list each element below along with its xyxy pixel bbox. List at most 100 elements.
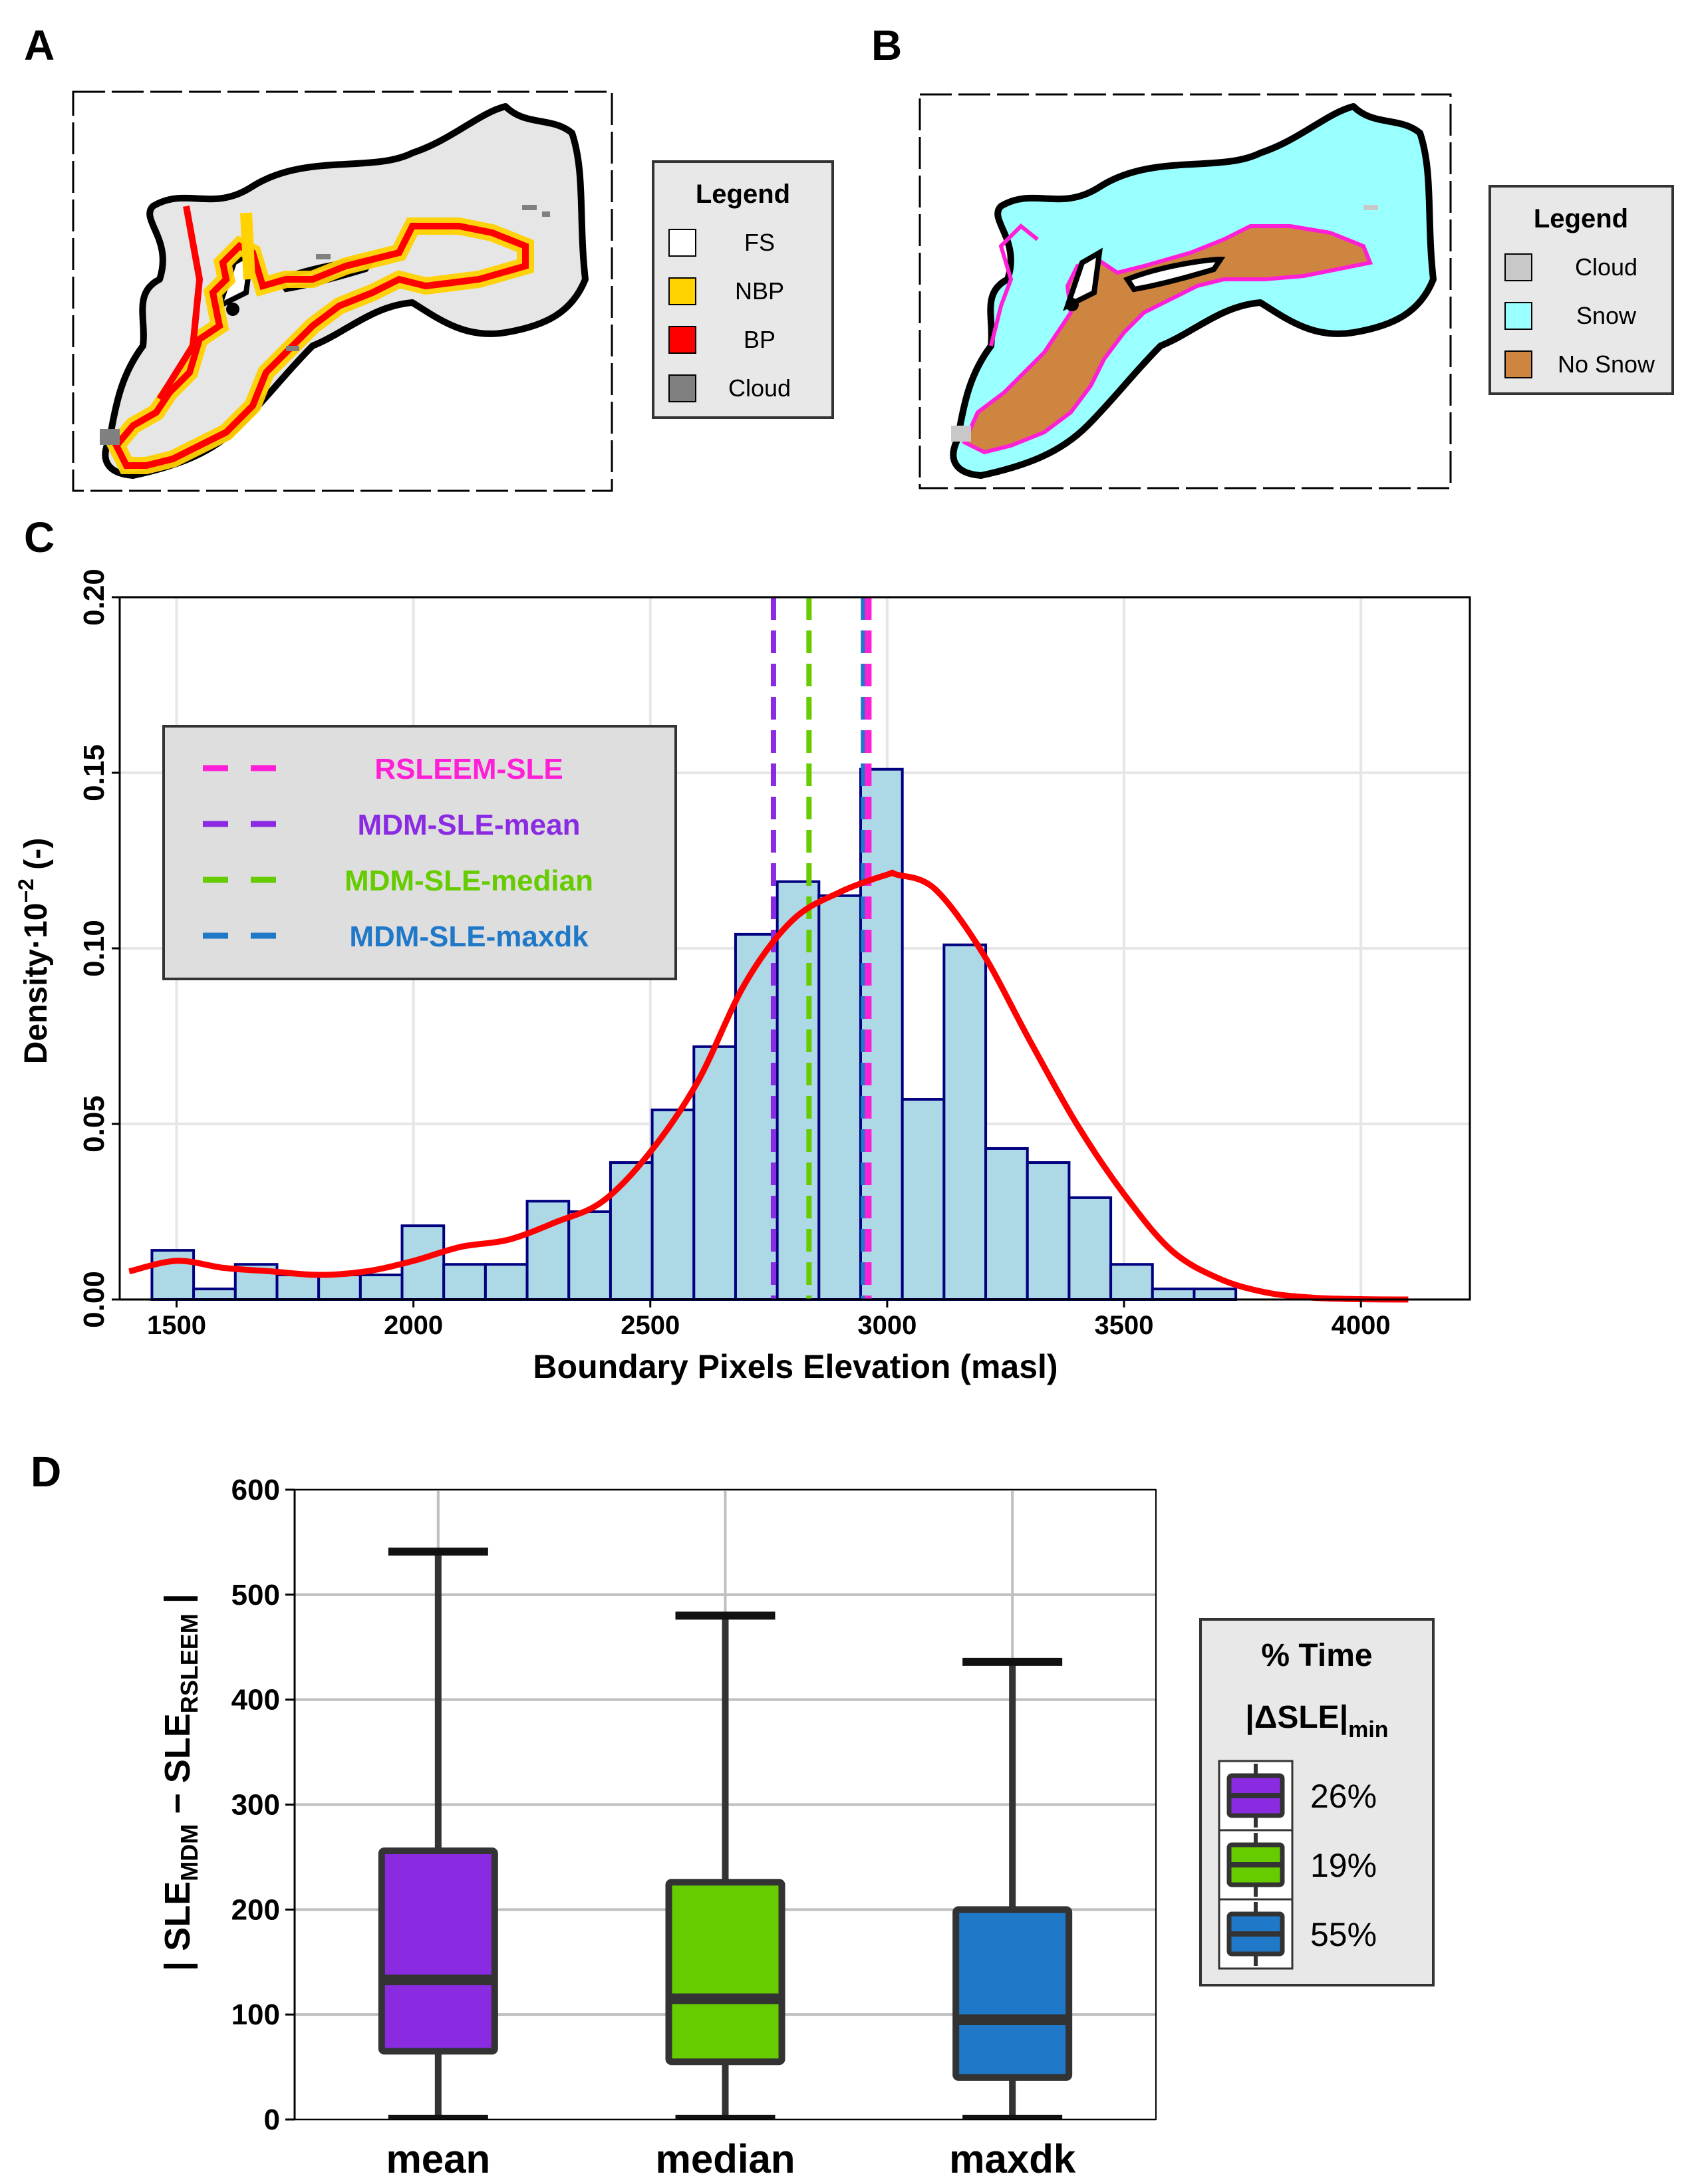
y-axis-label-d-sub1: MDM (176, 1824, 203, 1881)
y-tick-label-c-0: 0.00 (78, 1271, 110, 1328)
y-axis-label-d-part1: | SLE (158, 1881, 198, 1971)
y-axis-label-d: | SLEMDM − SLERSLEEM | (158, 1593, 203, 1971)
x-tick-label-c-1: 2000 (384, 1311, 443, 1340)
x-tick-label-c-4: 3500 (1095, 1311, 1154, 1340)
legend-d-label-0: 26% (1310, 1778, 1377, 1815)
histogram-bar-4 (317, 1274, 362, 1301)
histogram-bar-13 (692, 1045, 737, 1301)
legend-c-label-3: MDM-SLE-maxdk (349, 920, 589, 953)
histogram-bar-19 (942, 943, 988, 1301)
histogram-bar-9 (525, 1200, 571, 1301)
legend-d-items: 26% 19% 55% (1218, 1760, 1377, 1970)
boxplot-chart: mean median maxdk 0 100 200 300 400 500 600 (231, 1474, 1157, 2181)
legend-a-swatch-0 (668, 229, 696, 257)
histogram-bar-15 (776, 880, 821, 1301)
y-tick-label-d-4: 400 (231, 1684, 280, 1716)
histogram-bar-16 (817, 894, 863, 1301)
histogram-bar-20 (984, 1147, 1029, 1301)
y-axis-label-c-main: Density·10 (19, 903, 54, 1065)
histogram-bar-22 (1067, 1196, 1113, 1301)
legend-c-label-1: MDM-SLE-mean (358, 809, 581, 841)
legend-a-title: Legend (696, 180, 790, 209)
histogram-bar-18 (901, 1098, 946, 1301)
x-tick-label-d-2: maxdk (949, 2137, 1076, 2181)
y-tick-label-d-0: 0 (264, 2104, 280, 2136)
x-tick-label-d-1: median (655, 2137, 795, 2181)
histogram-bar-3 (275, 1274, 321, 1301)
histogram-bar-21 (1026, 1161, 1071, 1301)
legend-b-items: Cloud Snow No Snow (1504, 253, 1655, 378)
map-frame-b (919, 93, 1452, 489)
legend-a-items: FS NBP BP Cloud (668, 229, 791, 402)
x-tick-label-c-0: 1500 (147, 1311, 206, 1340)
y-tick-label-c-2: 0.10 (78, 920, 110, 977)
legend-a-swatch-3 (668, 374, 696, 402)
panel-label-d: D (31, 1448, 61, 1496)
y-axis-label-d-sub2: RSLEEM (176, 1613, 203, 1713)
y-axis-label-c-unit: (-) (19, 838, 54, 879)
kde-curve (128, 869, 1409, 1303)
legend-c-label-2: MDM-SLE-median (345, 865, 593, 897)
panel-label-c: C (24, 513, 55, 561)
catchment-map-b (950, 103, 1437, 479)
y-tick-label-d-3: 300 (231, 1789, 280, 1822)
histogram-bar-23 (1109, 1263, 1154, 1301)
y-axis-label-d-part3: | (158, 1593, 198, 1613)
legend-b-swatch-2 (1504, 350, 1532, 378)
legend-b-title: Legend (1534, 204, 1628, 233)
legend-d-label-1: 19% (1310, 1847, 1377, 1884)
y-axis-label-c: Density·10−2 (-) (14, 838, 54, 1065)
histogram-bar-24 (1151, 1288, 1196, 1301)
box-maxdk (952, 1906, 1073, 2081)
x-tick-label-c-5: 4000 (1332, 1311, 1391, 1340)
panel-label-b: B (871, 21, 902, 69)
legend-a-swatch-1 (668, 277, 696, 305)
histogram-bar-11 (609, 1161, 654, 1301)
legend-c-box (162, 725, 677, 980)
box-median (665, 1879, 785, 2066)
y-axis-label-d-part2: − SLE (158, 1713, 198, 1824)
legend-a-label-1: NBP (735, 277, 784, 305)
y-tick-label-d-1: 100 (231, 1998, 280, 2031)
box-mean (378, 1847, 498, 2055)
legend-d-label-2: 55% (1310, 1916, 1377, 1953)
legend-c-label-0: RSLEEM-SLE (374, 753, 563, 785)
legend-b-label-1: Snow (1576, 302, 1637, 329)
y-tick-label-c-4: 0.20 (78, 569, 110, 626)
histogram-bar-5 (358, 1274, 404, 1301)
histogram-bar-7 (442, 1263, 487, 1301)
legend-d-subtitle-main: |ΔSLE| (1245, 1700, 1348, 1735)
histogram-bar-0 (150, 1249, 196, 1301)
x-tick-label-d-0: mean (386, 2137, 490, 2181)
legend-b-swatch-1 (1504, 302, 1532, 330)
legend-d-subtitle: |ΔSLE|min (1245, 1700, 1388, 1742)
legend-a-label-3: Cloud (728, 374, 791, 402)
catchment-map-a (100, 103, 589, 479)
legend-a-label-0: FS (744, 229, 775, 256)
x-tick-label-c-3: 3000 (857, 1311, 917, 1340)
y-axis-label-c-exp: −2 (14, 879, 38, 902)
x-axis-label-c: Boundary Pixels Elevation (masl) (533, 1348, 1058, 1385)
histogram-bar-14 (734, 932, 779, 1301)
legend-c-items: RSLEEM-SLE MDM-SLE-mean MDM-SLE-median MDM-… (203, 753, 593, 953)
map-frame-a (72, 90, 613, 492)
legend-b-swatch-0 (1504, 253, 1532, 281)
histogram-bar-25 (1193, 1288, 1238, 1301)
x-tick-label-c-2: 2500 (621, 1311, 680, 1340)
y-tick-label-c-1: 0.05 (78, 1095, 110, 1153)
legend-a-swatch-2 (668, 326, 696, 354)
y-tick-label-d-2: 200 (231, 1893, 280, 1926)
histogram-bar-10 (567, 1210, 612, 1301)
legend-a-label-2: BP (744, 326, 776, 353)
panel-label-a: A (24, 21, 55, 69)
legend-d-subtitle-sub: min (1348, 1717, 1388, 1742)
legend-d-title: % Time (1261, 1638, 1372, 1673)
y-tick-label-d-6: 600 (231, 1474, 280, 1506)
histogram-bar-1 (192, 1288, 237, 1301)
y-tick-label-c-3: 0.15 (78, 744, 110, 801)
legend-b-label-0: Cloud (1575, 253, 1637, 281)
histogram-bar-8 (484, 1263, 529, 1301)
y-tick-label-d-5: 500 (231, 1579, 280, 1611)
legend-b-label-2: No Snow (1558, 350, 1655, 378)
